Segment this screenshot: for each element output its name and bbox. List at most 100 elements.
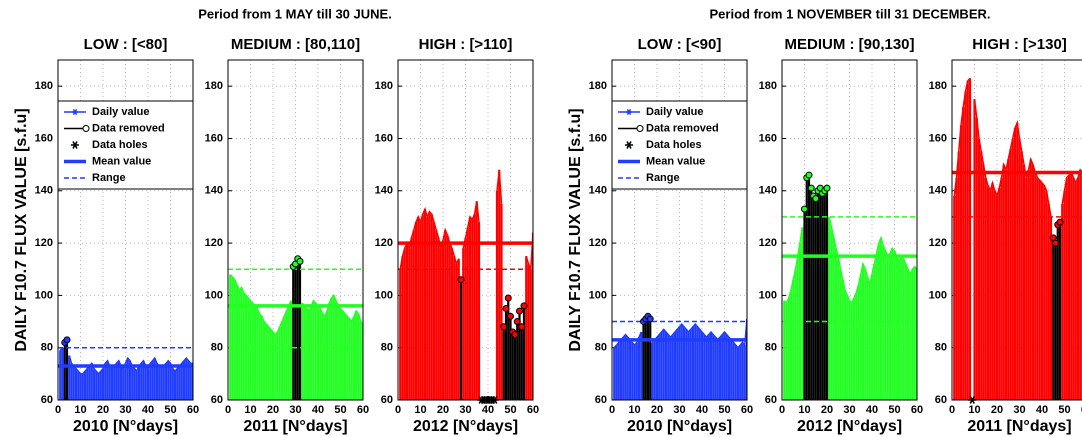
x-tick-label: 60	[741, 404, 753, 416]
legend-marker	[625, 141, 633, 149]
daily-line	[399, 169, 533, 270]
y-tick-label: 60	[41, 394, 53, 406]
plot-area	[952, 77, 1082, 400]
axes-frame	[227, 59, 364, 401]
x-tick-label: 60	[527, 404, 539, 416]
removed-marker	[812, 195, 820, 203]
x-tick-label: 50	[504, 404, 516, 416]
y-tick-label: 160	[929, 132, 947, 144]
legend-marker	[71, 141, 79, 149]
legend-label: Range	[646, 172, 680, 184]
x-tick-label: 10	[968, 404, 980, 416]
removed-marker	[805, 171, 813, 179]
removed-marker	[63, 336, 71, 344]
y-tick-label: 80	[41, 342, 53, 354]
y-tick-label: 180	[759, 80, 777, 92]
x-axis-label: 2011 [N°days]	[967, 418, 1071, 435]
legend-marker	[82, 125, 90, 132]
y-axis-label: DAILY F10.7 FLUX VALUE [s.f.u]	[567, 108, 584, 351]
x-tick-label: 50	[164, 404, 176, 416]
axes-frame	[397, 59, 534, 401]
x-axis-label: 2012 [N°days]	[797, 418, 902, 435]
x-tick-label: 60	[911, 404, 923, 416]
legend-label: Data removed	[92, 122, 165, 134]
x-tick-label: 40	[866, 404, 878, 416]
y-tick-label: 100	[375, 289, 393, 301]
y-tick-label: 120	[375, 237, 393, 249]
removed-marker	[296, 257, 304, 265]
x-tick-label: 0	[225, 404, 231, 416]
y-tick-label: 140	[205, 185, 223, 197]
x-tick-label: 20	[267, 404, 279, 416]
removed-marker	[511, 331, 519, 339]
legend-label: Mean value	[646, 155, 705, 167]
y-tick-label: 180	[35, 80, 53, 92]
y-tick-label: 100	[35, 289, 53, 301]
x-axis-label: 2010 [N°days]	[73, 418, 178, 435]
legend-marker	[72, 109, 78, 115]
y-tick-label: 100	[759, 289, 777, 301]
chart-title: LOW : [<80]	[84, 36, 168, 53]
legend-label: Data holes	[646, 139, 702, 151]
y-tick-label: 100	[589, 289, 607, 301]
removed-marker	[807, 184, 815, 192]
y-tick-label: 80	[765, 342, 777, 354]
x-tick-label: 20	[821, 404, 833, 416]
x-tick-label: 60	[357, 404, 369, 416]
removed-marker	[513, 318, 521, 326]
x-tick-label: 50	[718, 404, 730, 416]
removed-marker	[518, 323, 526, 331]
y-tick-label: 120	[759, 237, 777, 249]
plot-area	[228, 258, 363, 400]
removed-marker	[1052, 239, 1059, 247]
x-tick-label: 50	[334, 404, 346, 416]
x-axis-label: 2011 [N°days]	[243, 418, 347, 435]
y-tick-label: 60	[381, 394, 393, 406]
x-tick-label: 10	[244, 404, 256, 416]
y-tick-label: 140	[589, 185, 607, 197]
x-tick-label: 10	[414, 404, 426, 416]
axes-frame	[781, 59, 918, 401]
y-tick-label: 100	[205, 289, 223, 301]
y-tick-label: 60	[935, 394, 947, 406]
x-tick-label: 40	[696, 404, 708, 416]
x-tick-label: 40	[1036, 404, 1048, 416]
x-tick-label: 0	[949, 404, 955, 416]
axes-frame	[57, 59, 194, 401]
y-tick-label: 80	[595, 342, 607, 354]
chart-title: LOW : [<90]	[638, 36, 722, 53]
y-tick-label: 140	[375, 185, 393, 197]
legend-label: Daily value	[646, 106, 703, 118]
x-tick-label: 20	[991, 404, 1003, 416]
x-tick-label: 30	[289, 404, 301, 416]
legend-label: Mean value	[92, 155, 151, 167]
legend-label: Data holes	[92, 139, 148, 151]
y-tick-label: 160	[759, 132, 777, 144]
y-tick-label: 120	[205, 237, 223, 249]
x-tick-label: 10	[798, 404, 810, 416]
removed-marker	[520, 302, 528, 310]
x-tick-label: 0	[609, 404, 615, 416]
y-tick-label: 160	[589, 132, 607, 144]
x-axis-label: 2010 [N°days]	[627, 418, 732, 435]
plot-area	[782, 175, 917, 400]
y-tick-label: 140	[759, 185, 777, 197]
y-tick-label: 140	[929, 185, 947, 197]
y-tick-label: 140	[35, 185, 53, 197]
legend: Daily value Data removed Data holes Mean va…	[611, 100, 748, 190]
daily-line	[229, 273, 363, 336]
x-tick-label: 30	[459, 404, 471, 416]
removed-marker	[457, 276, 465, 284]
x-tick-label: 20	[651, 404, 663, 416]
x-tick-label: 10	[74, 404, 86, 416]
removed-marker	[507, 312, 514, 320]
y-tick-label: 120	[589, 237, 607, 249]
y-tick-label: 120	[35, 237, 53, 249]
y-tick-label: 180	[589, 80, 607, 92]
y-tick-label: 80	[211, 342, 223, 354]
legend-label: Range	[92, 172, 126, 184]
y-tick-label: 100	[929, 289, 947, 301]
x-tick-label: 50	[1058, 404, 1070, 416]
chart-title: HIGH : [>130]	[972, 36, 1067, 53]
legend-box	[611, 100, 748, 190]
